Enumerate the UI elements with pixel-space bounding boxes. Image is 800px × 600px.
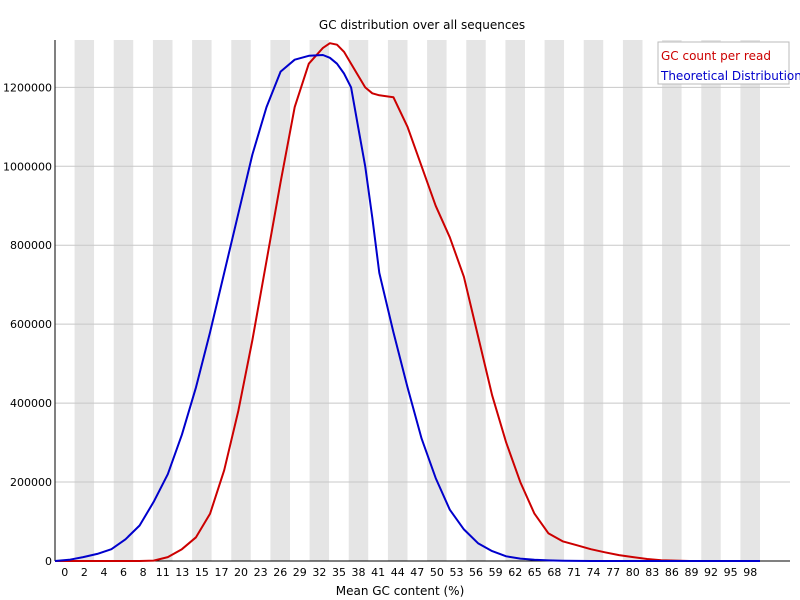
plot-band	[681, 40, 702, 561]
plot-band	[387, 40, 408, 561]
plot-band	[720, 40, 741, 561]
x-tick-label: 98	[743, 566, 757, 579]
y-tick-label: 200000	[10, 476, 52, 489]
x-tick-label: 44	[391, 566, 405, 579]
x-tick-label: 62	[508, 566, 522, 579]
plot-band	[544, 40, 565, 561]
plot-band	[505, 40, 525, 561]
x-tick-label: 32	[312, 566, 326, 579]
plot-band	[250, 40, 271, 561]
plot-band	[270, 40, 290, 561]
y-tick-labels: 0 200000 400000 600000 800000 1000000 1200000	[3, 81, 52, 568]
x-tick-label: 95	[724, 566, 738, 579]
x-tick-label: 89	[684, 566, 698, 579]
x-tick-label: 15	[195, 566, 209, 579]
x-tick-label: 86	[665, 566, 679, 579]
plot-band	[94, 40, 114, 561]
x-tick-label: 50	[430, 566, 444, 579]
legend-entry-gc-count: GC count per read	[661, 49, 771, 63]
x-tick-label: 17	[214, 566, 228, 579]
plot-band	[192, 40, 212, 561]
x-tick-label: 59	[489, 566, 503, 579]
plot-band	[701, 40, 721, 561]
y-tick-label: 0	[45, 555, 52, 568]
plot-band	[290, 40, 310, 561]
grid-lines	[55, 86, 790, 562]
y-tick-label: 800000	[10, 239, 52, 252]
plot-band	[348, 40, 369, 561]
x-tick-label: 92	[704, 566, 718, 579]
plot-band	[564, 40, 584, 561]
x-tick-label: 4	[100, 566, 107, 579]
x-tick-label: 71	[567, 566, 581, 579]
x-tick-label: 29	[293, 566, 307, 579]
plot-band	[662, 40, 682, 561]
x-tick-label: 8	[140, 566, 147, 579]
x-tick-label: 77	[606, 566, 620, 579]
plot-band	[113, 40, 134, 561]
x-tick-label: 2	[81, 566, 88, 579]
plot-band	[55, 40, 75, 561]
plot-bands	[55, 40, 760, 561]
x-axis-label: Mean GC content (%)	[336, 584, 465, 598]
plot-band	[740, 40, 760, 561]
legend-box	[657, 41, 790, 85]
plot-band	[211, 40, 232, 561]
plot-band	[642, 40, 663, 561]
plot-band	[466, 40, 486, 561]
chart-title: GC distribution over all sequences	[319, 18, 525, 32]
x-tick-label: 56	[469, 566, 483, 579]
plot-band	[525, 40, 545, 561]
plot-band	[446, 40, 467, 561]
plot-band	[231, 40, 251, 561]
x-tick-label: 74	[587, 566, 601, 579]
x-tick-label: 83	[645, 566, 659, 579]
plot-band	[74, 40, 95, 561]
plot-band	[583, 40, 604, 561]
plot-band	[133, 40, 153, 561]
x-tick-label: 26	[273, 566, 287, 579]
x-tick-labels: 0 2 4 6 8 11 13 15 17 20 23 26 29 32 35 38 41 44 47 50 53 56 5…	[61, 566, 757, 579]
plot-band	[309, 40, 330, 561]
plot-band	[152, 40, 173, 561]
legend-entry-theoretical: Theoretical Distribution	[660, 69, 800, 83]
x-tick-label: 38	[352, 566, 366, 579]
plot-band	[407, 40, 428, 561]
series-lines	[54, 42, 760, 562]
x-tick-label: 11	[156, 566, 170, 579]
plot-band	[603, 40, 623, 561]
legend: GC count per read Theoretical Distributi…	[657, 41, 800, 85]
x-tick-label: 65	[528, 566, 542, 579]
plot-band	[427, 40, 447, 561]
plot-band	[622, 40, 643, 561]
plot-band	[329, 40, 349, 561]
y-tick-label: 600000	[10, 318, 52, 331]
x-tick-label: 53	[449, 566, 463, 579]
x-tick-label: 47	[410, 566, 424, 579]
x-tick-label: 6	[120, 566, 127, 579]
x-tick-label: 80	[626, 566, 640, 579]
series-line-gc-count	[55, 42, 760, 562]
series-line-theoretical	[54, 54, 760, 562]
plot-band	[172, 40, 193, 561]
plot-band	[368, 40, 388, 561]
x-tick-label: 20	[234, 566, 248, 579]
plot-band	[485, 40, 506, 561]
x-tick-label: 35	[332, 566, 346, 579]
x-tick-label: 41	[371, 566, 385, 579]
x-tick-label: 23	[254, 566, 268, 579]
y-tick-label: 400000	[10, 397, 52, 410]
x-tick-label: 68	[547, 566, 561, 579]
y-tick-label: 1200000	[3, 81, 52, 94]
x-tick-label: 13	[175, 566, 189, 579]
y-tick-label: 1000000	[3, 160, 52, 173]
x-tick-label: 0	[61, 566, 68, 579]
